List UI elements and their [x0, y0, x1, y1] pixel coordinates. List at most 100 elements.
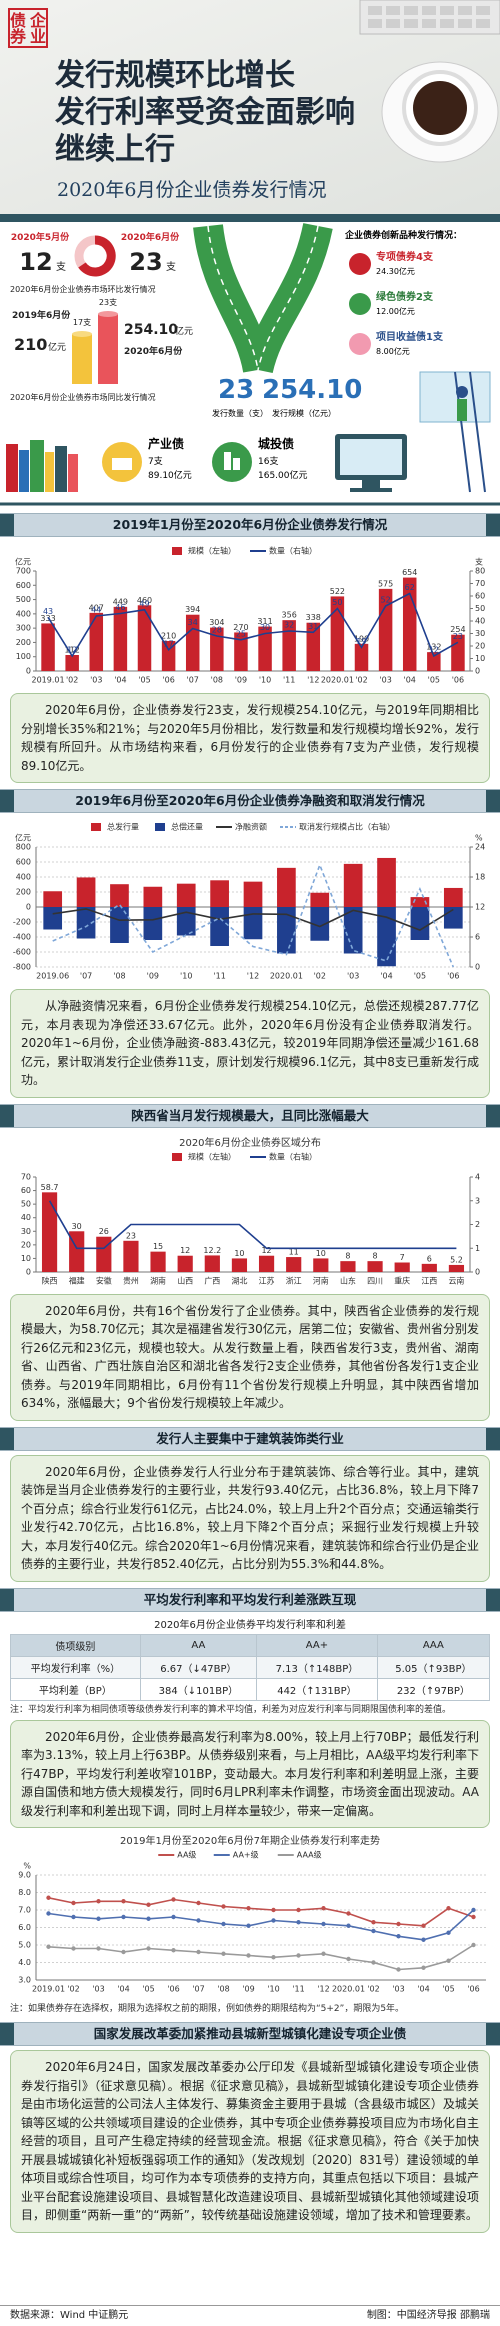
x-tick-label: '11: [213, 972, 225, 981]
point: [246, 1923, 251, 1928]
chart: 2019年1月份至2020年6月份7年期企业债券发行利率走势 AA级 AA+级 AAA…: [18, 1834, 486, 1994]
paragraph: 2020年6月份，企业债券发行人行业分布于建筑装饰、综合等行业。其中，建筑装饰是…: [10, 1454, 490, 1582]
header: 企业债券 发行规模环比增长 发行利率受资金面影响 继续上行 2020年6月份企业…: [0, 0, 500, 222]
point: [296, 1907, 301, 1913]
x-tick-label: '06: [162, 676, 174, 685]
bar: [110, 907, 129, 943]
x-tick-label: 2019.06: [36, 972, 69, 981]
data-label: 44: [91, 606, 101, 615]
point: [71, 1946, 76, 1951]
data-label: 270: [233, 623, 248, 632]
point: [171, 1914, 176, 1920]
innovation-name: 专项债券4支: [376, 250, 434, 263]
point: [46, 1911, 51, 1916]
y2-tick-label: 10: [475, 654, 485, 663]
x-tick-label: '06: [447, 972, 459, 981]
cell: 6.67（↓47BP）: [139, 1655, 258, 1679]
y-tick-label: 7.0: [18, 1906, 31, 1915]
x-tick-label: '02: [367, 1985, 379, 1994]
data-label: 338: [306, 613, 321, 622]
y-tick-label: 0: [26, 903, 31, 912]
point: [471, 1942, 476, 1948]
point: [446, 1906, 451, 1911]
paragraph: 2020年6月24日，国家发展改革委办公厅印发《县城新型城镇化建设专项企业债券发…: [10, 2050, 490, 2233]
point: [271, 1918, 276, 1923]
title-line: 继续上行: [55, 132, 175, 167]
x-tick-label: 陕西: [42, 1275, 58, 1285]
y2-tick-label: 18: [475, 873, 485, 882]
y2-tick-label: 30: [475, 629, 485, 638]
point: [46, 1944, 51, 1949]
header-band: [0, 214, 500, 222]
bar: [354, 643, 369, 671]
table-note: 注：平均发行利率为相同债项等级债券发行利率的算术平均值，利差为对应发行利率与同期…: [10, 1704, 452, 1715]
data-label: 8: [345, 1251, 350, 1260]
x-tick-label: '05: [442, 1985, 454, 1994]
y2-tick-label: 50: [475, 604, 485, 613]
y-tick-label: 40: [21, 1213, 31, 1222]
data-label: 12.2: [203, 1245, 221, 1254]
bar: [89, 612, 104, 671]
x-tick-label: '09: [235, 676, 247, 685]
paragraph: 2020年6月份，共有16个省份发行了企业债券。其中，陕西省企业债券的发行规模最…: [10, 1293, 490, 1421]
x-tick-label: 江西: [421, 1276, 437, 1285]
line: [48, 1909, 475, 1941]
data-label: 23: [453, 632, 463, 641]
x-tick-label: '09: [242, 1985, 254, 1994]
data-label: 311: [257, 617, 272, 626]
point: [196, 1918, 201, 1923]
data-label: 17: [164, 639, 174, 648]
bar: [65, 655, 79, 671]
total-value: 254.10: [262, 375, 362, 405]
point: [371, 1928, 376, 1934]
x-tick-label: '10: [267, 1985, 279, 1994]
table-title: 2020年6月份企业债券平均发行利率和利差: [154, 1619, 346, 1631]
unit: 支: [166, 261, 176, 273]
y2-tick-label: 6: [475, 933, 480, 942]
section-heading: 陕西省当月发行规模最大，且同比涨幅最大: [0, 1103, 500, 1128]
bar: [96, 1236, 112, 1272]
data-label: 356: [282, 611, 297, 620]
x-tick-label: '04: [117, 1985, 129, 1994]
data-label: 49: [139, 599, 149, 608]
credit: 制图：中国经济导报 邵鹏瑞: [366, 2310, 490, 2321]
data-label: 210: [161, 632, 176, 641]
y-tick-label: 600: [16, 858, 31, 867]
x-tick-label: '03: [92, 1985, 104, 1994]
y-tick-label: 50: [21, 1199, 31, 1208]
y2-tick-label: 2: [475, 1220, 480, 1229]
period: 2020年5月份: [11, 231, 70, 243]
x-tick-label: '02: [355, 676, 367, 685]
y2-tick-label: 0: [475, 1267, 480, 1276]
x-tick-label: '03: [392, 1985, 404, 1994]
bar: [367, 1260, 383, 1272]
bar: [123, 1240, 139, 1272]
y-tick-label: 60: [21, 1186, 31, 1195]
paragraph: 2020年6月份，企业债券最高发行利率为8.00%，较上月上行70BP；最低发行…: [10, 1719, 490, 1828]
y-tick-label: 200: [16, 638, 31, 647]
bar: [137, 605, 152, 671]
point: [371, 1960, 376, 1965]
bar: [282, 620, 296, 671]
data-label: 654: [402, 568, 417, 577]
section-heading: 2019年6月份至2020年6月份企业债券净融资和取消发行情况: [0, 789, 500, 813]
unit: 支: [56, 261, 66, 273]
bar: [110, 884, 129, 907]
y2-axis-label: 支: [475, 557, 483, 567]
line: [47, 592, 459, 658]
bar: [410, 897, 430, 907]
bar: [277, 867, 296, 907]
cell: 5.05（↑93BP）: [376, 1655, 491, 1679]
data-label: 112: [65, 646, 80, 655]
y-tick-label: 600: [16, 581, 31, 590]
legend-swatch: [172, 1152, 182, 1161]
point: [321, 1921, 326, 1927]
x-tick-label: 江苏: [259, 1275, 275, 1285]
bar: [394, 1262, 410, 1272]
title-line: 发行规模环比增长: [55, 58, 295, 93]
data-label: 26: [99, 1227, 109, 1236]
period: 2019年6月份: [12, 309, 71, 321]
legend-label: 取消发行规模占比（右轴）: [299, 822, 395, 832]
y-tick-label: 400: [16, 609, 31, 618]
source: 数据来源：Wind 中证鹏元: [10, 2310, 129, 2321]
